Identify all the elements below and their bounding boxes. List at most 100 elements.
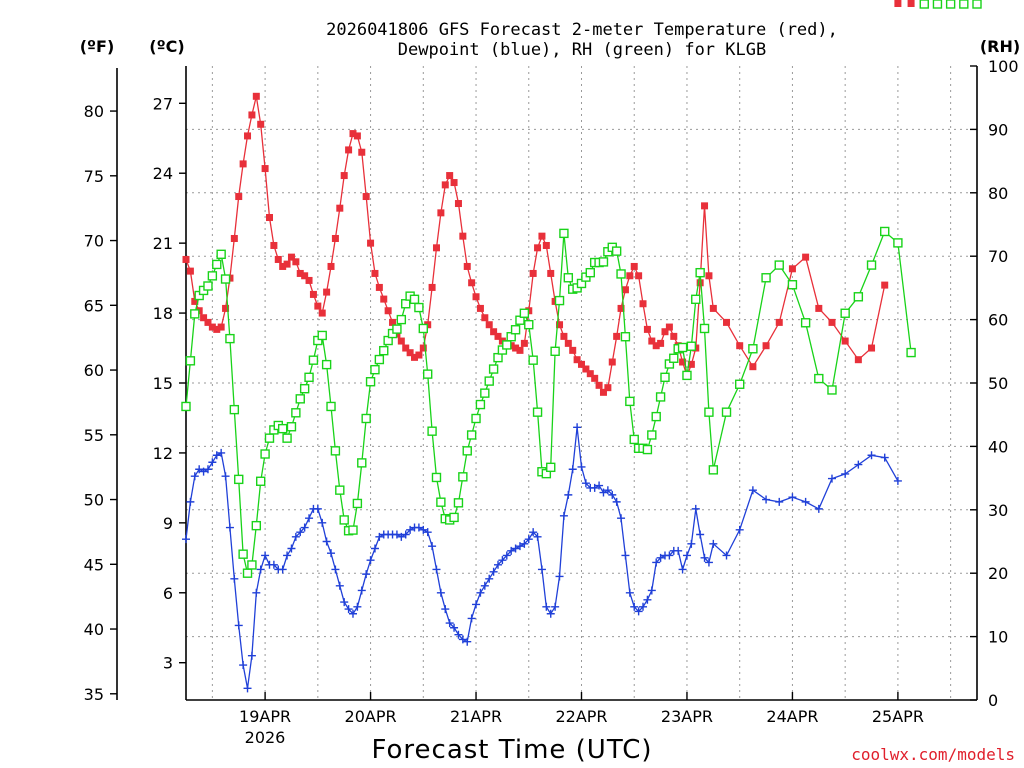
data-point <box>300 523 309 532</box>
rh-tick-label: 0 <box>988 691 998 710</box>
data-point <box>581 479 590 488</box>
data-point <box>217 323 225 331</box>
data-point <box>217 448 226 457</box>
data-point <box>708 465 719 475</box>
data-point <box>656 553 665 562</box>
data-point <box>375 532 384 541</box>
fahrenheit-tick-label: 65 <box>84 296 104 315</box>
data-point <box>304 372 314 382</box>
data-point <box>313 504 322 513</box>
data-point <box>265 214 273 222</box>
data-point <box>278 565 287 574</box>
data-point <box>203 281 213 291</box>
data-point <box>498 556 507 565</box>
data-point <box>854 356 862 364</box>
data-point <box>480 581 489 590</box>
year-label: 2026 <box>245 728 286 747</box>
data-point <box>511 544 520 553</box>
axes <box>110 65 978 701</box>
data-point <box>295 394 305 404</box>
data-point <box>695 267 705 278</box>
data-point <box>629 434 639 445</box>
data-point <box>348 525 358 535</box>
title-line-1: 2026041806 GFS Forecast 2-meter Temperat… <box>326 20 838 40</box>
data-point <box>238 549 248 559</box>
data-point <box>345 146 353 154</box>
data-point <box>239 661 248 670</box>
data-point <box>242 568 253 578</box>
data-point <box>559 511 568 520</box>
data-point <box>598 257 609 267</box>
data-point <box>484 376 494 386</box>
data-point <box>670 332 678 340</box>
data-point <box>212 451 221 460</box>
data-point <box>365 377 376 387</box>
data-point <box>560 332 568 340</box>
rh-tick-label: 30 <box>988 501 1008 520</box>
data-point <box>468 279 476 287</box>
data-point <box>493 352 503 363</box>
data-point <box>419 344 427 352</box>
data-point <box>591 374 599 382</box>
data-point <box>296 269 304 277</box>
data-point <box>375 283 383 291</box>
data-point <box>406 349 414 357</box>
data-point <box>450 179 458 187</box>
celsius-tick-label: 24 <box>153 164 173 183</box>
data-point <box>414 302 424 313</box>
data-point <box>488 364 499 374</box>
data-point <box>546 462 556 473</box>
data-point <box>299 384 310 394</box>
data-point <box>556 321 564 329</box>
title-line-2: Dewpoint (blue), RH (green) for KLGB <box>398 40 766 60</box>
data-point <box>336 204 344 212</box>
data-point <box>203 465 212 474</box>
data-point <box>705 272 713 280</box>
data-point <box>367 239 375 247</box>
series-dewpoint <box>182 423 902 693</box>
credit-link[interactable]: coolwx.com/models <box>851 745 1015 764</box>
fahrenheit-tick-label: 55 <box>84 426 104 445</box>
data-point <box>801 497 810 506</box>
data-point <box>191 297 199 305</box>
data-point <box>704 407 714 417</box>
data-point <box>735 525 744 534</box>
data-point <box>305 276 313 284</box>
data-point <box>221 472 230 481</box>
data-point <box>321 359 332 370</box>
data-point <box>568 465 577 474</box>
data-point <box>415 351 423 359</box>
series-line <box>185 96 886 394</box>
data-point <box>537 565 546 574</box>
fahrenheit-tick-label: 75 <box>84 167 104 186</box>
data-point <box>630 262 638 270</box>
data-point <box>397 337 405 345</box>
grid-lines <box>186 66 977 700</box>
data-point <box>736 342 744 350</box>
data-point <box>459 232 467 240</box>
data-point <box>524 535 533 544</box>
data-point <box>665 551 674 560</box>
data-point <box>853 292 864 302</box>
data-point <box>550 346 560 356</box>
data-point <box>630 602 639 611</box>
data-point <box>625 588 634 597</box>
data-point <box>647 430 657 440</box>
data-point <box>277 423 288 434</box>
data-point <box>651 411 661 422</box>
data-point <box>182 535 190 544</box>
fahrenheit-unit-label: (ºF) <box>80 37 115 56</box>
data-point <box>643 325 651 333</box>
series-line <box>185 230 912 576</box>
data-point <box>186 497 195 506</box>
data-point <box>252 588 261 597</box>
data-point <box>199 467 208 476</box>
data-point <box>251 520 262 531</box>
data-point <box>481 314 489 322</box>
data-point <box>220 274 231 284</box>
data-point <box>841 337 849 345</box>
data-point <box>472 293 480 301</box>
data-point <box>200 314 208 322</box>
data-point <box>542 241 550 249</box>
